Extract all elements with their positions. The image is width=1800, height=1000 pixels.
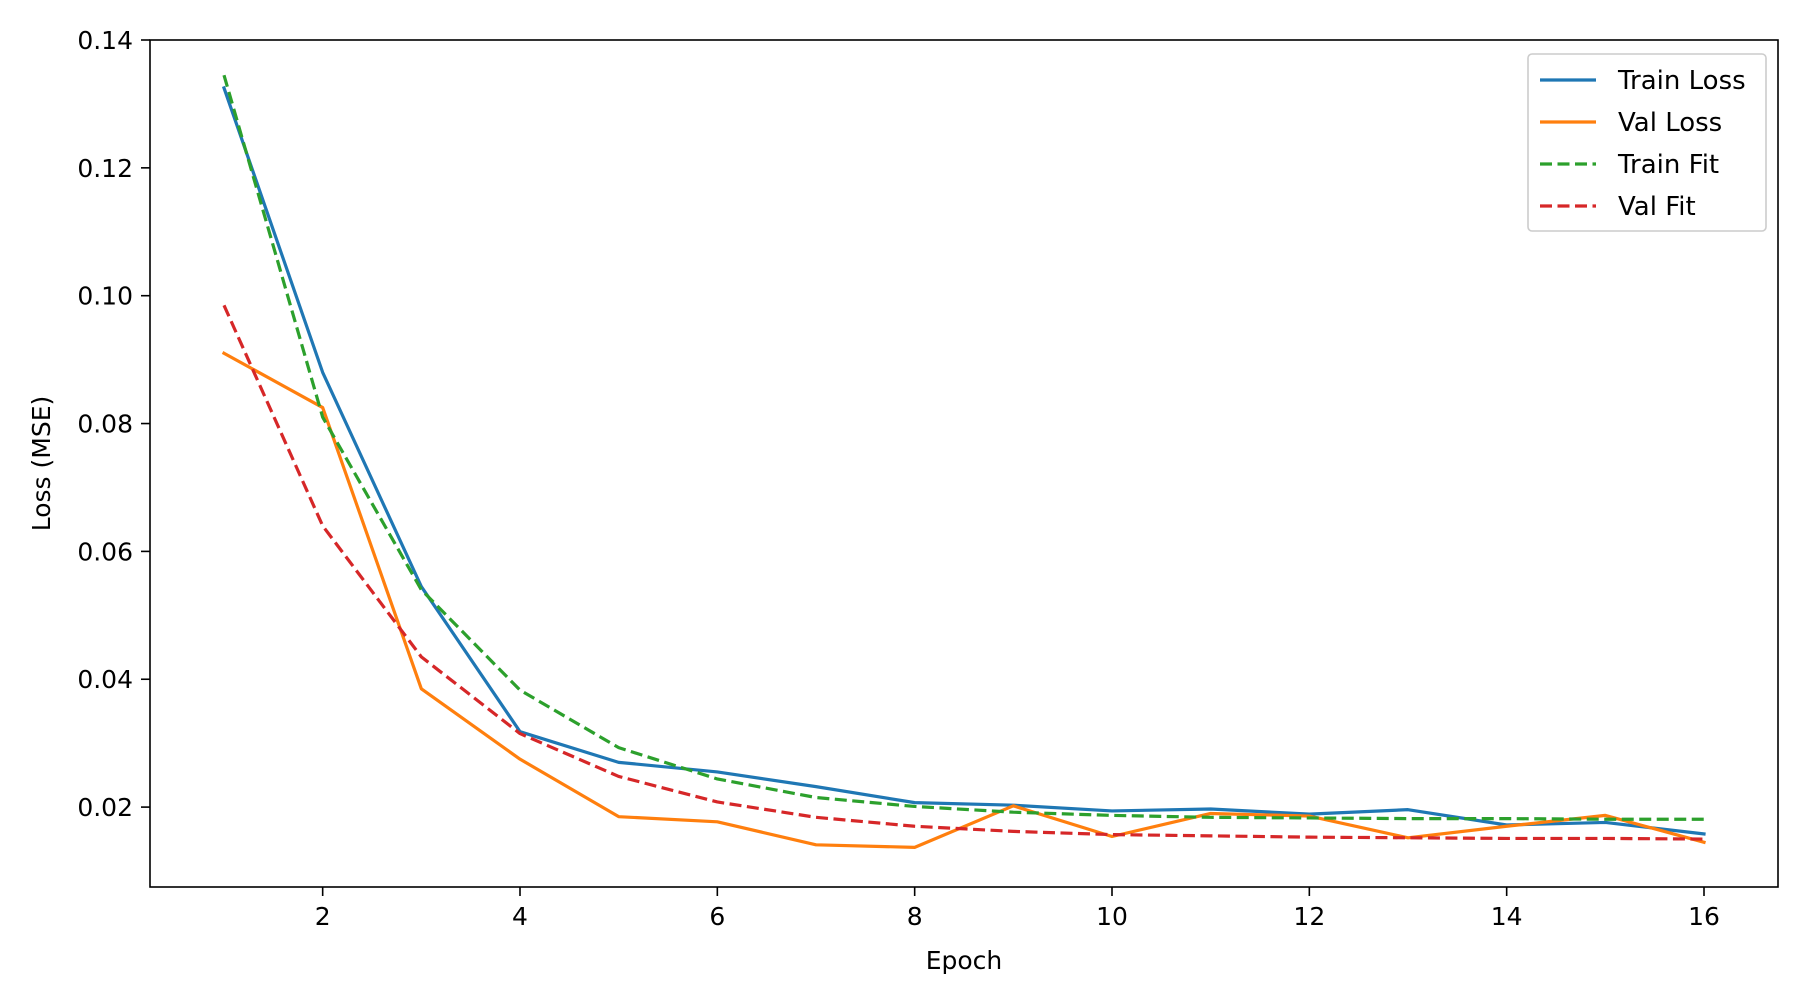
y-tick-label: 0.14 bbox=[77, 26, 133, 55]
y-tick-label: 0.02 bbox=[77, 793, 133, 822]
x-tick-label: 8 bbox=[907, 902, 923, 931]
legend: Train Loss Val Loss Train Fit Val Fit bbox=[1527, 53, 1767, 232]
x-tick-label: 6 bbox=[709, 902, 725, 931]
x-tick-label: 10 bbox=[1096, 902, 1128, 931]
legend-label: Val Loss bbox=[1618, 108, 1722, 138]
x-tick-label: 12 bbox=[1293, 902, 1325, 931]
y-tick-label: 0.10 bbox=[77, 282, 133, 311]
legend-label: Val Fit bbox=[1618, 192, 1696, 222]
x-axis-label: Epoch bbox=[926, 946, 1003, 975]
legend-label: Train Loss bbox=[1617, 66, 1746, 96]
y-tick-label: 0.04 bbox=[77, 665, 133, 694]
x-tick-label: 14 bbox=[1491, 902, 1523, 931]
y-axis-label: Loss (MSE) bbox=[27, 396, 56, 532]
series-line-val-fit bbox=[222, 304, 1705, 841]
x-tick-label: 4 bbox=[512, 902, 528, 931]
legend-box bbox=[1527, 53, 1767, 232]
y-tick-label: 0.08 bbox=[77, 410, 133, 439]
y-axis: 0.02 0.04 0.06 0.08 0.10 0.12 0.14 bbox=[77, 26, 150, 822]
series-layer bbox=[221, 74, 1706, 849]
x-tick-label: 2 bbox=[315, 902, 331, 931]
legend-label: Train Fit bbox=[1617, 150, 1719, 180]
series-line-val-loss bbox=[221, 351, 1706, 849]
plot-area-frame bbox=[149, 39, 1779, 888]
y-tick-label: 0.06 bbox=[77, 537, 133, 566]
x-axis: 2 4 6 8 10 12 14 16 bbox=[315, 887, 1720, 931]
x-tick-label: 16 bbox=[1688, 902, 1720, 931]
y-tick-label: 0.12 bbox=[77, 154, 133, 183]
series-line-train-fit bbox=[222, 74, 1704, 821]
